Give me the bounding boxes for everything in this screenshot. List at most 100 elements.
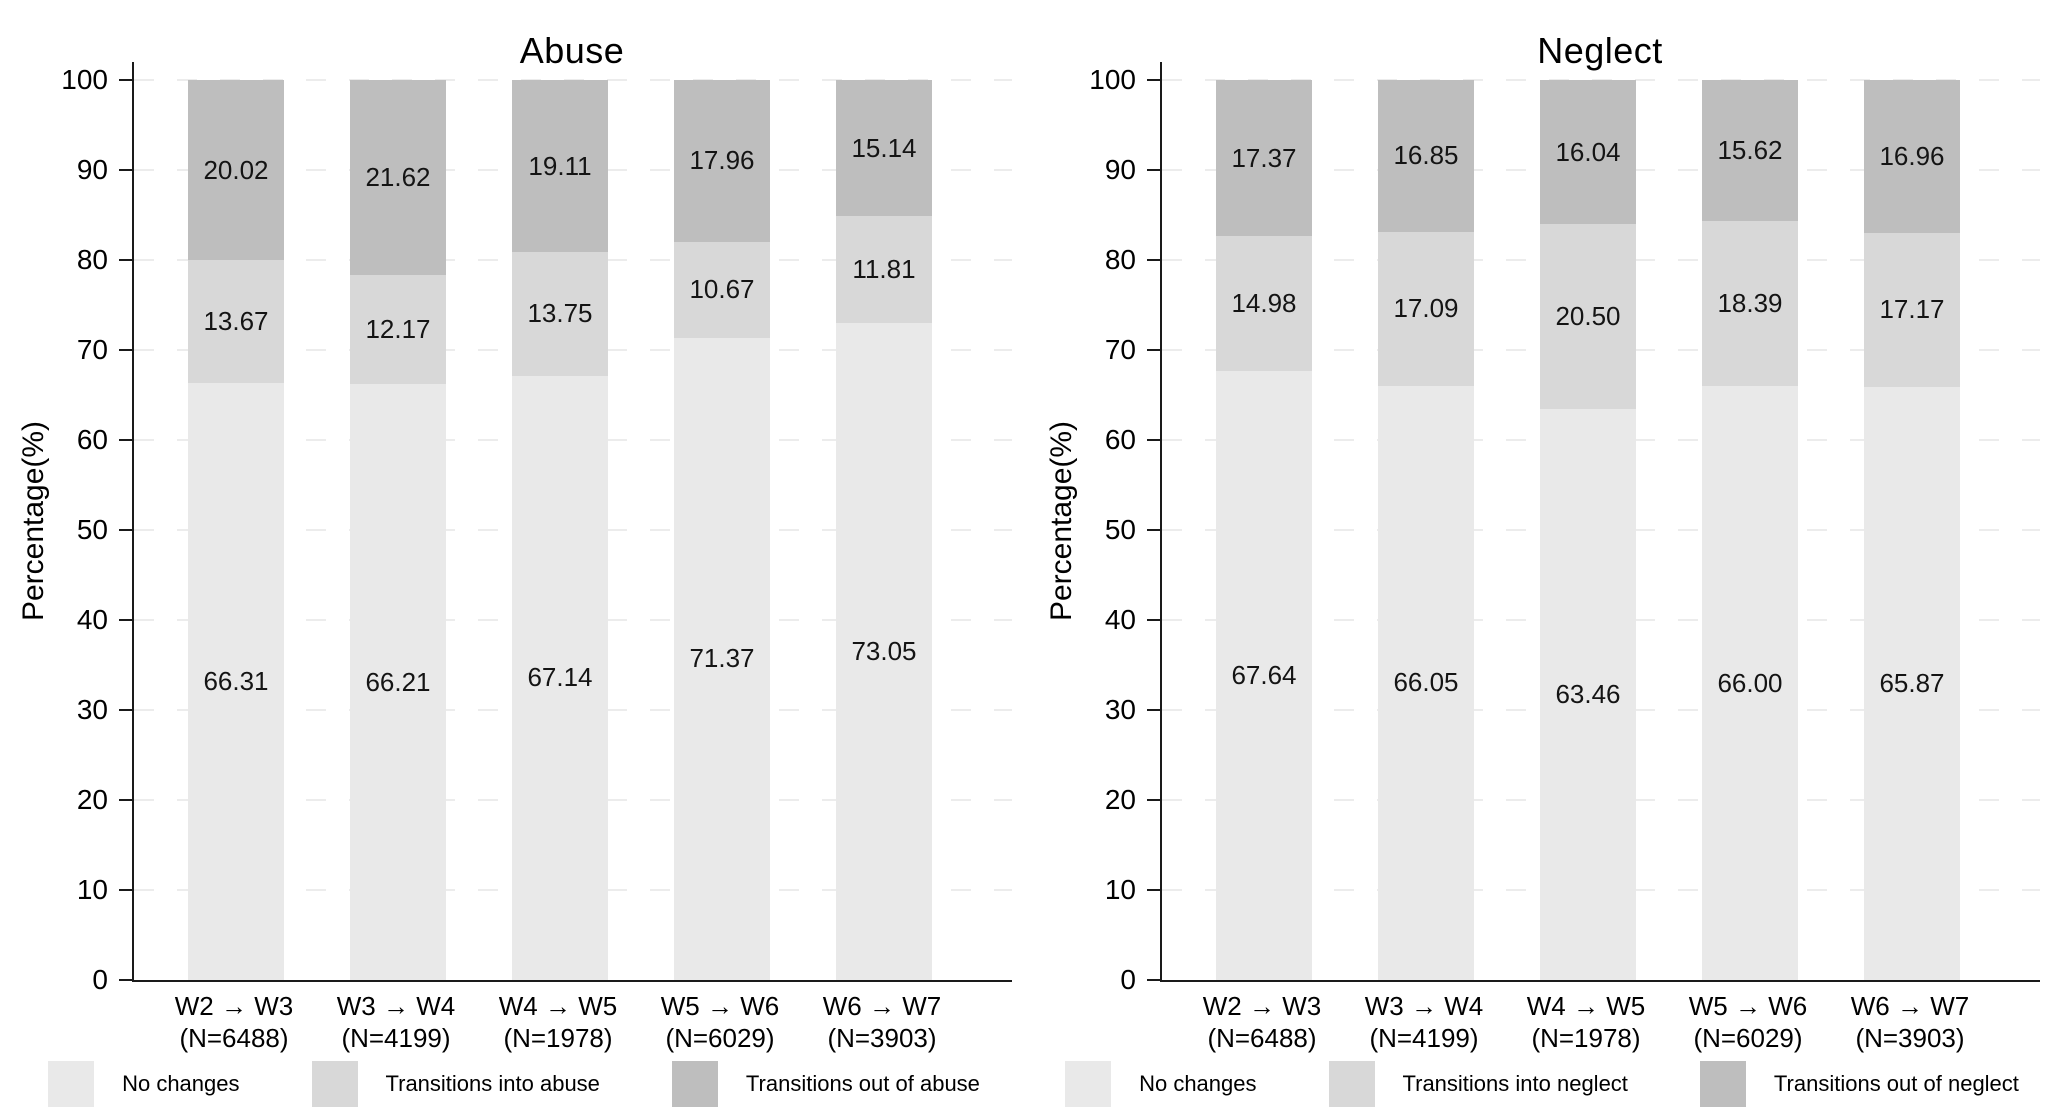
y-tick-mark [1147,169,1161,171]
legend-item: Transitions into neglect [1328,1061,1628,1107]
bar-segment: 20.50 [1540,224,1636,409]
x-category-wave-label: W6 → W7 [1850,991,1970,1021]
legend-item: Transitions into abuse [311,1061,600,1107]
bar-value-label: 19.11 [528,150,592,181]
legend-item: No changes [48,1061,240,1107]
legend-label: Transitions out of neglect [1773,1071,2019,1096]
bar-value-label: 12.17 [365,313,431,344]
x-category-n-label: (N=6029) [665,1023,775,1053]
bar-value-label: 65.87 [1879,668,1945,699]
y-tick-label: 20 [1104,784,1136,815]
bar-value-label: 66.31 [203,666,269,697]
bar-value-label: 13.75 [527,298,593,329]
y-tick-label: 100 [1089,64,1136,95]
x-category-n-label: (N=6488) [179,1023,289,1053]
bar-segment: 66.21 [350,384,446,980]
x-category-n-label: (N=1978) [503,1023,613,1053]
bar-segment: 71.37 [674,337,770,980]
x-category-wave-label: W3 → W4 [336,991,456,1021]
y-tick-mark [1147,349,1161,351]
y-tick-mark [119,529,133,531]
x-category-n-label: (N=3903) [827,1023,937,1053]
legend-swatch [1699,1061,1746,1107]
bar: 67.14 13.75 19.11 [512,80,608,980]
y-tick-mark [1147,529,1161,531]
bar-value-label: 18.39 [1717,287,1783,318]
y-tick-label: 70 [1104,334,1136,365]
bar-value-label: 20.50 [1555,301,1621,332]
legend-item: Transitions out of neglect [1699,1061,2019,1107]
x-category-n-label: (N=1978) [1531,1023,1641,1053]
x-category-wave-label: W6 → W7 [822,991,942,1021]
x-category-label: W5 → W6 (N=6029) [1638,990,1858,1054]
y-tick-label: 20 [76,784,108,815]
x-category-label: W5 → W6 (N=6029) [610,990,830,1054]
legend-item: No changes [1065,1061,1257,1107]
bar-segment: 11.81 [836,216,932,323]
legend-label: No changes [122,1071,240,1096]
y-tick-mark [119,349,133,351]
y-tick-label: 40 [1104,604,1136,635]
y-tick-mark [1147,79,1161,81]
legend-label: No changes [1139,1071,1257,1096]
bar: 71.37 10.67 17.96 [674,80,770,980]
bar-segment: 12.17 [350,274,446,385]
y-tick-label: 10 [1104,874,1136,905]
bar-segment: 66.00 [1702,386,1798,980]
legend-swatch [48,1061,95,1107]
bar: 73.05 11.81 15.14 [836,80,932,980]
legend-label: Transitions out of abuse [745,1071,980,1096]
bar-value-label: 17.37 [1231,142,1297,173]
x-category-n-label: (N=6488) [1207,1023,1317,1053]
y-tick-mark [119,79,133,81]
bar-segment: 66.05 [1378,385,1474,980]
y-tick-mark [119,259,133,261]
y-tick-label: 90 [76,154,108,185]
bar-value-label: 66.05 [1393,667,1459,698]
bar-value-label: 11.81 [852,253,916,284]
y-gridline [134,79,1012,81]
y-tick-mark [1147,889,1161,891]
x-category-n-label: (N=6029) [1693,1023,1803,1053]
x-category-label: W2 → W3 (N=6488) [124,990,344,1054]
chart-panel-neglect: Neglect Percentage(%) 0 10 20 30 40 50 60 70 80 9… [1028,0,2056,1120]
chart-title: Abuse [519,29,625,71]
bar-value-label: 15.62 [1717,134,1783,165]
bar-segment: 15.62 [1702,79,1798,221]
legend-swatch [1065,1061,1112,1107]
legend-swatch [1328,1061,1375,1107]
x-category-n-label: (N=4199) [341,1023,451,1053]
bar: 66.00 18.39 15.62 [1702,79,1798,980]
bar-value-label: 63.46 [1555,678,1621,709]
y-tick-mark [1147,799,1161,801]
y-tick-mark [119,889,133,891]
y-tick-mark [1147,979,1161,981]
y-tick-label: 80 [76,244,108,275]
y-tick-label: 70 [76,334,108,365]
y-tick-mark [1147,709,1161,711]
bar-value-label: 15.14 [851,132,917,163]
bar-segment: 21.62 [350,80,446,275]
bar-segment: 67.14 [512,375,608,980]
plot-area: 66.31 13.67 20.02 66.21 12.17 21.62 67.14 13.75… [132,62,1012,982]
bar-value-label: 16.04 [1555,136,1621,167]
legend: No changes Transitions into neglect Transi… [1028,1054,2056,1114]
bar-value-label: 67.64 [1231,660,1297,691]
y-tick-label: 0 [92,964,108,995]
bar-value-label: 73.05 [851,635,917,666]
y-tick-label: 100 [61,64,108,95]
bar-value-label: 13.67 [203,306,269,337]
legend-label: Transitions into abuse [385,1071,600,1096]
bar: 67.64 14.98 17.37 [1216,80,1312,980]
y-tick-label: 40 [76,604,108,635]
bar: 66.05 17.09 16.85 [1378,80,1474,980]
y-tick-label: 80 [1104,244,1136,275]
x-category-wave-label: W2 → W3 [1202,991,1322,1021]
legend-item: Transitions out of abuse [671,1061,980,1107]
x-category-label: W3 → W4 (N=4199) [286,990,506,1054]
x-category-label: W4 → W5 (N=1978) [1476,990,1696,1054]
x-category-wave-label: W3 → W4 [1364,991,1484,1021]
x-category-label: W3 → W4 (N=4199) [1314,990,1534,1054]
chart-panel-abuse: Abuse Percentage(%) 0 10 20 30 40 50 60 70 80 90 1… [17,29,1012,1107]
x-category-n-label: (N=4199) [1369,1023,1479,1053]
